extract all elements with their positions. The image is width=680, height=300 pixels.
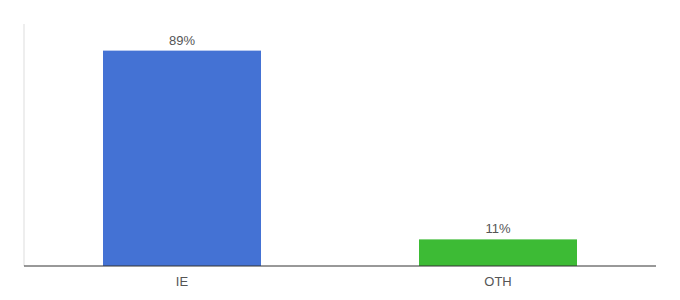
bar [103, 51, 261, 266]
chart-svg: IE OTH 89% 11% [0, 0, 680, 300]
data-label: 11% [485, 221, 510, 236]
y-axis-line [24, 24, 25, 266]
bar [419, 239, 577, 266]
x-tick-label: OTH [484, 274, 511, 289]
bars [103, 51, 577, 266]
x-tick-label: IE [176, 274, 189, 289]
x-axis-line [24, 266, 656, 267]
data-label: 89% [169, 33, 195, 48]
chart-container: IE OTH 89% 11% [0, 0, 680, 300]
